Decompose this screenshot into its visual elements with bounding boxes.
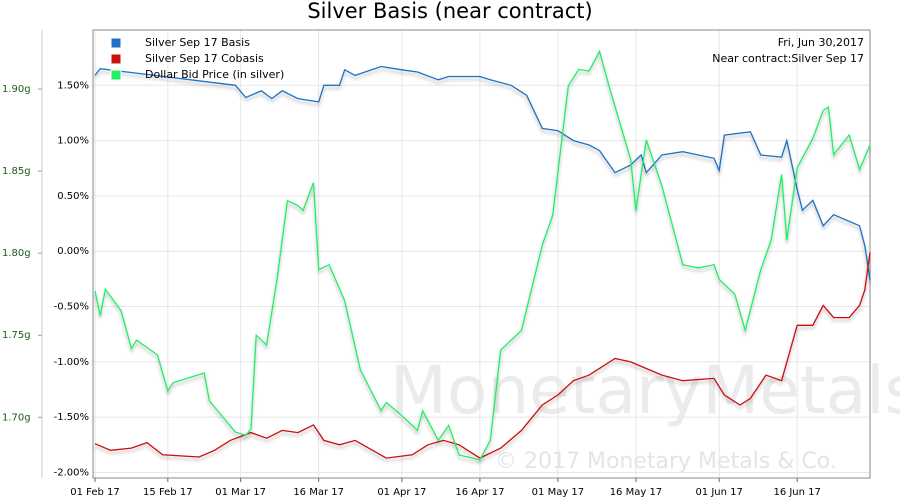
legend-swatch bbox=[110, 37, 122, 49]
y-tick-label: 1.50% bbox=[57, 80, 89, 91]
chart-title: Silver Basis (near contract) bbox=[307, 0, 592, 23]
series-line bbox=[94, 49, 871, 461]
x-tick-label: 01 Jun 17 bbox=[695, 487, 742, 498]
y2-tick-label: 1.80g bbox=[2, 248, 31, 259]
y-tick-label: -2.00% bbox=[54, 467, 89, 478]
y2-tick-label: 1.90g bbox=[2, 84, 31, 95]
legend-swatch bbox=[110, 53, 122, 65]
legend-label: Dollar Bid Price (in silver) bbox=[145, 68, 284, 81]
y-tick-label: 1.00% bbox=[57, 136, 89, 147]
y-tick-label: -0.50% bbox=[54, 302, 89, 313]
y-tick-label: 0.00% bbox=[57, 246, 89, 257]
x-tick-label: 16 Apr 17 bbox=[455, 487, 504, 498]
x-tick-label: 01 Feb 17 bbox=[70, 487, 120, 498]
annotation: Near contract:Silver Sep 17 bbox=[712, 52, 864, 65]
y2-tick-label: 1.75g bbox=[2, 330, 31, 341]
annotation: Fri, Jun 30,2017 bbox=[778, 36, 864, 49]
legend-swatch bbox=[110, 69, 122, 81]
y2-tick-label: 1.70g bbox=[2, 412, 31, 423]
legend-label: Silver Sep 17 Cobasis bbox=[145, 52, 264, 65]
y-tick-label: -1.50% bbox=[54, 412, 89, 423]
x-tick-label: 01 Apr 17 bbox=[377, 487, 426, 498]
x-tick-label: 16 Mar 17 bbox=[293, 487, 344, 498]
x-tick-label: 15 Feb 17 bbox=[143, 487, 193, 498]
watermark: © 2017 Monetary Metals & Co. bbox=[495, 449, 837, 474]
y-tick-label: -1.00% bbox=[54, 357, 89, 368]
watermark: MonetaryMetals bbox=[390, 352, 900, 429]
x-tick-label: 01 Mar 17 bbox=[215, 487, 266, 498]
x-tick-label: 16 Jun 17 bbox=[773, 487, 820, 498]
x-tick-label: 01 May 17 bbox=[532, 487, 584, 498]
x-tick-label: 16 May 17 bbox=[610, 487, 662, 498]
y2-tick-label: 1.85g bbox=[2, 166, 31, 177]
legend-label: Silver Sep 17 Basis bbox=[145, 36, 250, 49]
y-tick-label: 0.50% bbox=[57, 191, 89, 202]
series-line bbox=[94, 65, 871, 281]
